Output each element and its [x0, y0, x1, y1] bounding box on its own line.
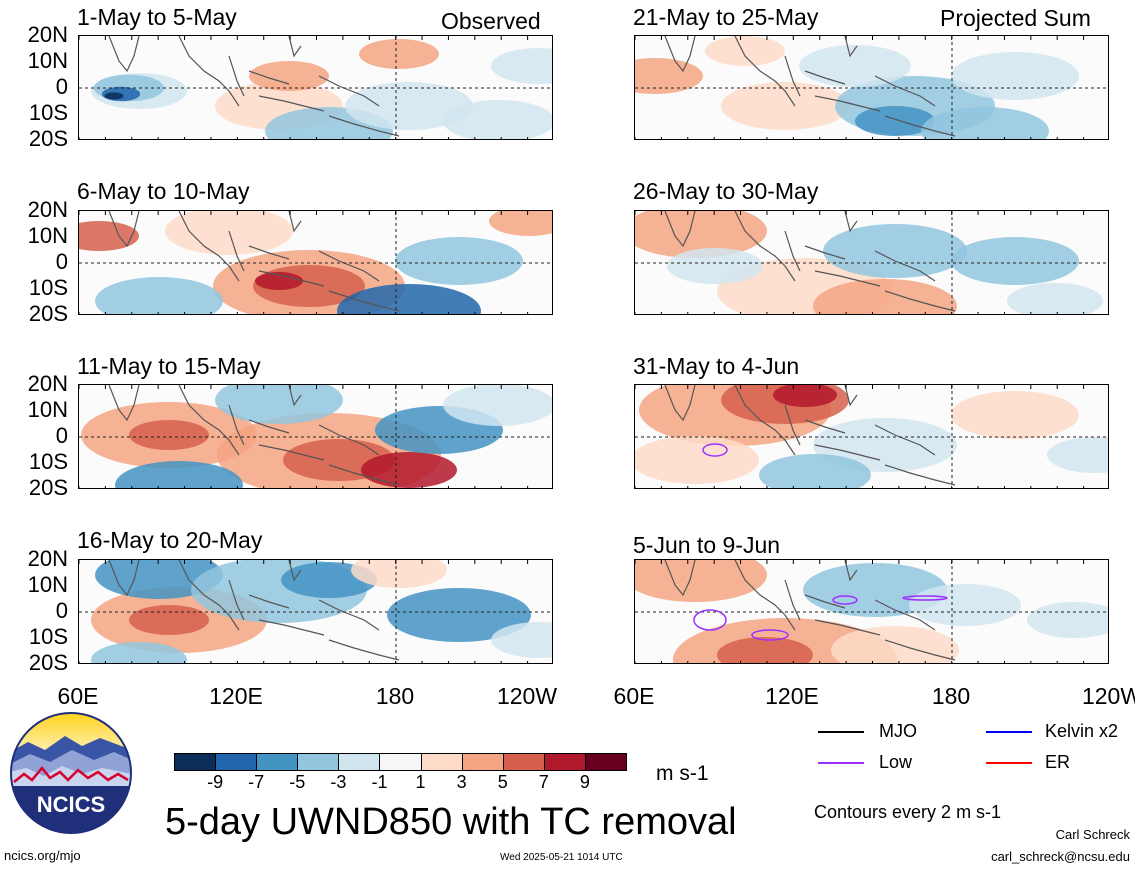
logo-text: NCICS — [37, 792, 105, 817]
panel-title-1: 1-May to 5-May — [77, 4, 237, 30]
y-tick-label: 10N — [27, 223, 68, 248]
colorbar-label: 7 — [538, 772, 549, 792]
colorbar-swatch — [215, 753, 258, 771]
y-tick-label: 10S — [28, 275, 68, 300]
units-label: m s-1 — [656, 762, 709, 785]
y-tick-label: 20N — [27, 197, 68, 222]
y-tick-label: 20N — [27, 546, 68, 571]
timestamp: Wed 2025-05-21 1014 UTC — [500, 852, 623, 863]
x-tick-120w-left: 120W — [496, 683, 558, 709]
colorbar-swatch — [297, 753, 340, 771]
colorbar-label: -5 — [289, 772, 306, 792]
y-tick-label: 10S — [28, 624, 68, 649]
x-tick-120e-left: 120E — [209, 683, 263, 709]
colorbar-swatch — [502, 753, 545, 771]
legend-swatch-er — [986, 762, 1032, 764]
panel-title-6: 26-May to 30-May — [633, 178, 819, 204]
website-link[interactable]: ncics.org/mjo — [4, 848, 81, 863]
heatmap-panel-1 — [78, 35, 553, 140]
heatmap-panel-3 — [78, 384, 553, 489]
panel-title-2: 6-May to 10-May — [77, 178, 250, 204]
y-tick-label: 0 — [55, 74, 68, 99]
legend-label-kelvin: Kelvin x2 — [1045, 721, 1119, 741]
colorbar-swatch — [174, 753, 217, 771]
x-tick-120e-right: 120E — [765, 683, 819, 709]
colorbar-swatch — [379, 753, 422, 771]
colorbar-label: -9 — [207, 772, 224, 792]
y-tick-label: 20N — [27, 22, 68, 47]
y-tick-label: 20S — [28, 650, 68, 675]
y-tick-label: 20N — [27, 371, 68, 396]
colorbar-swatch — [543, 753, 586, 771]
ncics-logo: NCICS — [10, 712, 132, 834]
y-tick-label: 10S — [28, 100, 68, 125]
colorbar-label: -1 — [371, 772, 388, 792]
colorbar-label: 5 — [497, 772, 508, 792]
x-tick-180-left: 180 — [375, 683, 415, 709]
y-tick-label: 20S — [28, 126, 68, 151]
author-name: Carl Schreck — [1055, 827, 1130, 842]
colorbar-swatch — [461, 753, 504, 771]
y-tick-label: 20S — [28, 301, 68, 326]
y-tick-label: 0 — [55, 249, 68, 274]
colorbar-swatch — [338, 753, 381, 771]
colorbar-label: -3 — [330, 772, 347, 792]
author-email[interactable]: carl_schreck@ncsu.edu — [991, 849, 1130, 864]
panel-title-7: 31-May to 4-Jun — [633, 353, 800, 379]
heatmap-panel-8 — [634, 559, 1109, 664]
colorbar-label: 1 — [415, 772, 426, 792]
heatmap-panel-2 — [78, 210, 553, 315]
y-tick-label: 10S — [28, 449, 68, 474]
panel-title-4: 16-May to 20-May — [77, 527, 263, 553]
y-tick-label: 0 — [55, 598, 68, 623]
x-tick-120w-right: 120W — [1081, 683, 1135, 709]
y-tick-label: 10N — [27, 397, 68, 422]
colorbar-label: 9 — [579, 772, 590, 792]
heatmap-panel-5 — [634, 35, 1109, 140]
legend-swatch-mjo — [818, 731, 864, 733]
legend-swatch-low — [818, 762, 864, 764]
panel-title-5: 21-May to 25-May — [633, 4, 819, 30]
heatmap-panel-4 — [78, 559, 553, 664]
heatmap-panel-6 — [634, 210, 1109, 315]
legend-label-mjo: MJO — [879, 721, 917, 741]
y-tick-label: 10N — [27, 48, 68, 73]
x-tick-60e-right: 60E — [613, 683, 655, 709]
colorbar-swatch — [420, 753, 463, 771]
chart-title: 5-day UWND850 with TC removal — [165, 801, 737, 843]
y-tick-label: 0 — [55, 423, 68, 448]
colorbar-swatch — [584, 753, 627, 771]
projected-label: Projected Sum — [940, 5, 1091, 31]
legend-swatch-kelvin — [986, 731, 1032, 733]
legend-label-low: Low — [879, 752, 913, 772]
colorbar-label: -7 — [248, 772, 265, 792]
panel-title-3: 11-May to 15-May — [77, 353, 261, 379]
y-tick-label: 20S — [28, 475, 68, 500]
colorbar-swatch — [256, 753, 299, 771]
heatmap-panel-7 — [634, 384, 1109, 489]
legend-label-er: ER — [1045, 752, 1071, 772]
x-tick-60e-left: 60E — [57, 683, 99, 709]
x-tick-180-right: 180 — [931, 683, 971, 709]
panel-title-8: 5-Jun to 9-Jun — [633, 532, 781, 558]
colorbar-label: 3 — [456, 772, 467, 792]
observed-label: Observed — [441, 8, 541, 34]
contour-note: Contours every 2 m s-1 — [814, 802, 1002, 822]
y-tick-label: 10N — [27, 572, 68, 597]
